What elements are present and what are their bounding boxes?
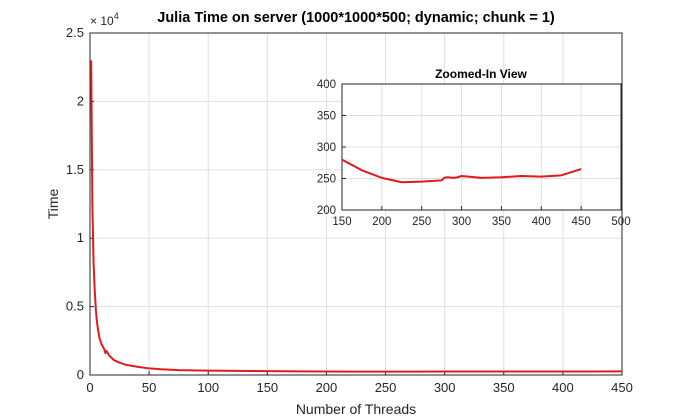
x-tick-label: 500 (611, 216, 630, 228)
y-exponent: × 104 (90, 11, 119, 28)
x-axis-label: Number of Threads (296, 401, 416, 417)
x-tick-label: 150 (332, 216, 351, 228)
y-tick-label: 0 (77, 367, 84, 382)
x-tick-label: 400 (532, 216, 551, 228)
y-tick-label: 2.5 (66, 25, 84, 40)
x-tick-label: 250 (375, 380, 397, 395)
x-tick-label: 450 (611, 380, 633, 395)
x-tick-label: 350 (492, 216, 511, 228)
x-tick-label: 150 (256, 380, 278, 395)
x-tick-label: 450 (572, 216, 591, 228)
inset-y-tick-labels: 200 250 300 350 400 (317, 79, 336, 217)
y-tick-label: 250 (317, 174, 336, 186)
x-tick-label: 300 (434, 380, 456, 395)
y-tick-label: 0.5 (66, 299, 84, 314)
chart-title: Julia Time on server (1000*1000*500; dyn… (157, 10, 555, 26)
x-tick-label: 200 (372, 216, 391, 228)
x-tick-label: 200 (316, 380, 338, 395)
x-tick-label: 50 (142, 380, 156, 395)
inset-axes-frame (341, 83, 622, 211)
main-axes-frame (89, 32, 623, 376)
x-tick-label: 0 (86, 380, 93, 395)
x-tick-label: 100 (197, 380, 219, 395)
y-tick-label: 1 (77, 230, 84, 245)
x-tick-label: 400 (552, 380, 574, 395)
inset-title: Zoomed-In View (435, 67, 527, 81)
inset-grid (341, 83, 622, 211)
y-tick-label: 350 (317, 111, 336, 123)
inset-x-tick-labels: 150 200 250 300 350 400 450 500 (332, 216, 630, 228)
x-tick-label: 350 (493, 380, 515, 395)
x-tick-label: 300 (452, 216, 471, 228)
main-series-line (90, 60, 623, 373)
x-tick-label: 250 (412, 216, 431, 228)
main-x-tick-labels: 0 50 100 150 200 250 300 350 400 450 (86, 380, 632, 395)
y-tick-label: 300 (317, 142, 336, 154)
y-tick-label: 200 (317, 205, 336, 217)
y-axis-label: Time (45, 188, 61, 219)
y-tick-label: 2 (77, 93, 84, 108)
inset-series-line (341, 158, 582, 184)
y-tick-label: 400 (317, 79, 336, 91)
main-y-tick-labels: 0 0.5 1 1.5 2 2.5 (66, 25, 84, 382)
y-tick-label: 1.5 (66, 162, 84, 177)
